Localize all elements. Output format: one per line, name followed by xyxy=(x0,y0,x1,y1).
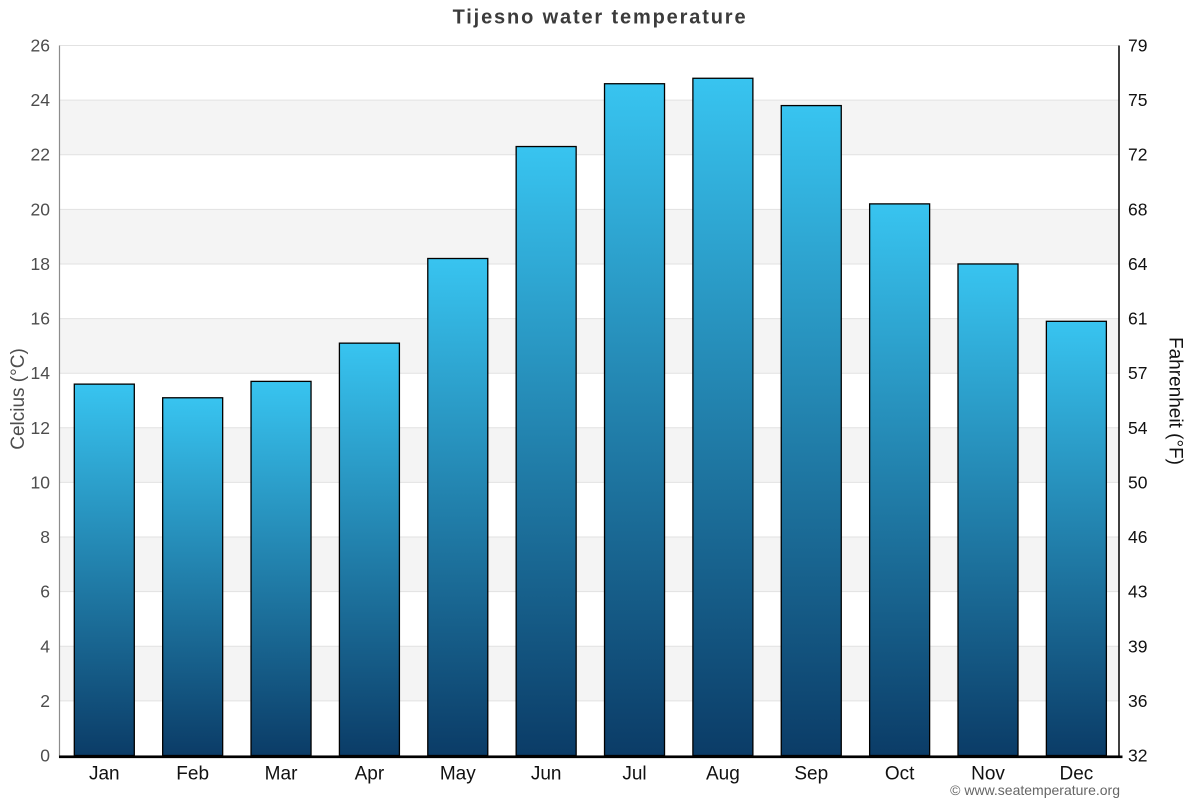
svg-text:Aug: Aug xyxy=(706,764,740,785)
svg-text:© www.seatemperature.org: © www.seatemperature.org xyxy=(950,782,1120,798)
svg-text:26: 26 xyxy=(31,36,50,56)
svg-text:0: 0 xyxy=(40,746,50,766)
svg-text:Jul: Jul xyxy=(622,764,646,785)
svg-text:57: 57 xyxy=(1128,363,1147,383)
svg-text:10: 10 xyxy=(31,472,51,492)
svg-text:Celcius (°C): Celcius (°C) xyxy=(8,348,29,450)
svg-text:2: 2 xyxy=(40,691,50,711)
svg-text:Jan: Jan xyxy=(89,764,120,785)
svg-text:79: 79 xyxy=(1128,36,1147,56)
svg-text:Fahrenheit (°F): Fahrenheit (°F) xyxy=(1165,337,1186,465)
svg-text:12: 12 xyxy=(31,418,50,438)
svg-text:Mar: Mar xyxy=(265,764,298,785)
svg-text:Sep: Sep xyxy=(794,764,828,785)
svg-text:43: 43 xyxy=(1128,582,1147,602)
svg-text:May: May xyxy=(440,764,476,785)
svg-text:Tijesno water temperature: Tijesno water temperature xyxy=(453,7,748,29)
svg-text:24: 24 xyxy=(31,90,51,110)
svg-text:75: 75 xyxy=(1128,90,1147,110)
svg-text:16: 16 xyxy=(31,309,50,329)
svg-text:6: 6 xyxy=(40,582,50,602)
svg-text:61: 61 xyxy=(1128,309,1147,329)
svg-text:46: 46 xyxy=(1128,527,1147,547)
svg-text:Jun: Jun xyxy=(531,764,562,785)
svg-text:Feb: Feb xyxy=(176,764,209,785)
svg-text:14: 14 xyxy=(31,363,51,383)
svg-text:54: 54 xyxy=(1128,418,1148,438)
svg-text:68: 68 xyxy=(1128,199,1147,219)
svg-text:Dec: Dec xyxy=(1059,764,1093,785)
svg-text:72: 72 xyxy=(1128,145,1147,165)
svg-text:18: 18 xyxy=(31,254,50,274)
svg-text:Oct: Oct xyxy=(885,764,915,785)
svg-text:64: 64 xyxy=(1128,254,1148,274)
svg-text:39: 39 xyxy=(1128,636,1147,656)
svg-text:32: 32 xyxy=(1128,746,1147,766)
svg-text:Nov: Nov xyxy=(971,764,1005,785)
svg-text:22: 22 xyxy=(31,145,50,165)
svg-text:Apr: Apr xyxy=(355,764,385,785)
svg-text:50: 50 xyxy=(1128,472,1148,492)
svg-text:36: 36 xyxy=(1128,691,1147,711)
svg-text:4: 4 xyxy=(40,636,50,656)
svg-text:20: 20 xyxy=(31,199,51,219)
svg-text:8: 8 xyxy=(40,527,50,547)
